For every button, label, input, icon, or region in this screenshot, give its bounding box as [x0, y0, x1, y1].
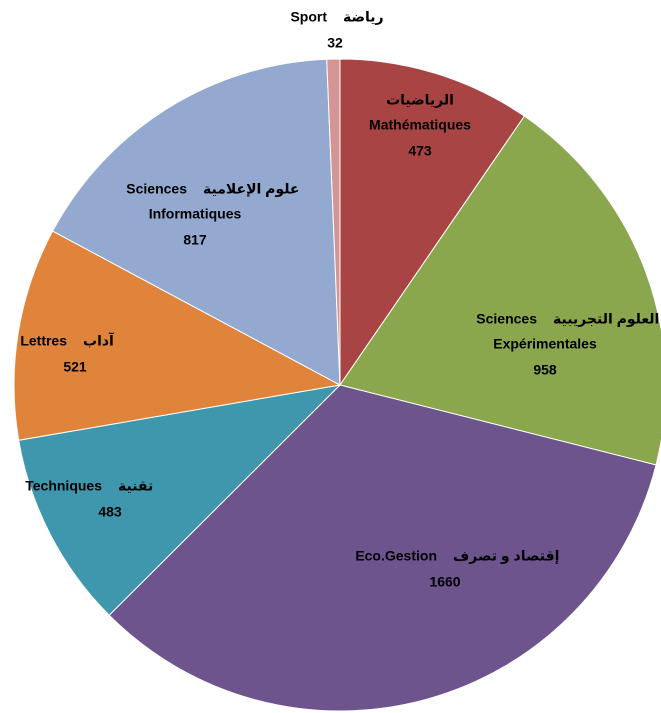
pie-slice [326, 58, 341, 386]
value-label: 32 [327, 35, 343, 51]
french-label: Techniques [25, 478, 102, 494]
arabic-label: تقنية [118, 478, 153, 494]
pie-slice [18, 384, 342, 616]
french-label: Lettres [20, 333, 67, 349]
arabic-label: الرياضيات [386, 92, 454, 109]
value-label: 521 [63, 359, 87, 375]
french-label: Eco.Gestion [355, 548, 437, 564]
arabic-label: علوم الإعلامية [203, 181, 300, 198]
pie-slice [108, 384, 657, 712]
value-label: 483 [98, 504, 122, 520]
value-label: 958 [533, 362, 557, 378]
french-label: Expérimentales [493, 336, 597, 352]
french-label: Sciences [126, 181, 187, 197]
arabic-label: رياضة [343, 9, 384, 25]
french-label: Sport [290, 9, 327, 25]
pie-slice [339, 58, 526, 387]
arabic-label: إقتصاد و تصرف [453, 548, 559, 565]
arabic-label: آداب [83, 332, 115, 349]
french-label: Informatiques [149, 206, 242, 222]
french-label: Sciences [476, 311, 537, 327]
french-label: Mathématiques [369, 117, 471, 133]
value-label: 1660 [429, 574, 460, 590]
value-label: 473 [408, 143, 432, 159]
arabic-label: العلوم التجريبية [553, 311, 659, 328]
value-label: 817 [183, 232, 207, 248]
pie-slice [13, 230, 342, 441]
pie-slice [339, 115, 661, 466]
pie-slice [51, 58, 341, 386]
